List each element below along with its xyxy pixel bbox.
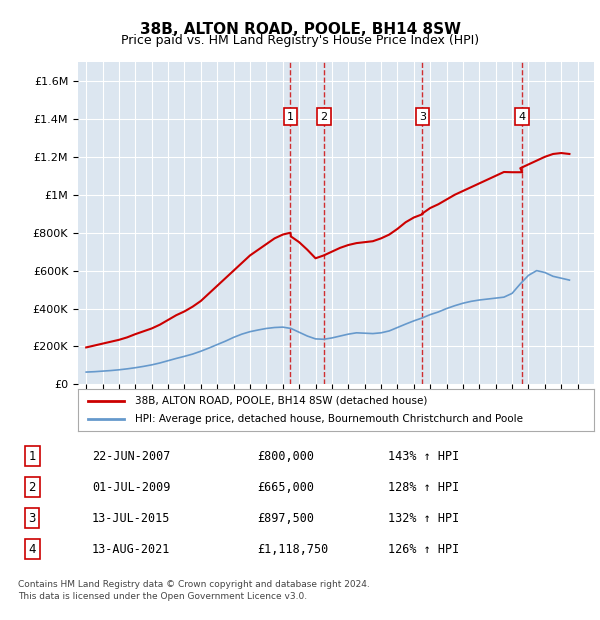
Text: 13-AUG-2021: 13-AUG-2021 <box>92 543 170 556</box>
Text: 01-JUL-2009: 01-JUL-2009 <box>92 481 170 494</box>
Text: 132% ↑ HPI: 132% ↑ HPI <box>389 512 460 525</box>
Text: 38B, ALTON ROAD, POOLE, BH14 8SW: 38B, ALTON ROAD, POOLE, BH14 8SW <box>139 22 461 37</box>
Text: 4: 4 <box>518 112 526 122</box>
Text: 2: 2 <box>320 112 327 122</box>
Text: 4: 4 <box>29 543 36 556</box>
Text: 3: 3 <box>419 112 426 122</box>
Text: 22-JUN-2007: 22-JUN-2007 <box>92 450 170 463</box>
Text: £897,500: £897,500 <box>257 512 314 525</box>
Text: £800,000: £800,000 <box>257 450 314 463</box>
Text: 1: 1 <box>287 112 294 122</box>
Text: 13-JUL-2015: 13-JUL-2015 <box>92 512 170 525</box>
Text: 143% ↑ HPI: 143% ↑ HPI <box>389 450 460 463</box>
Text: This data is licensed under the Open Government Licence v3.0.: This data is licensed under the Open Gov… <box>18 592 307 601</box>
Text: 2: 2 <box>29 481 36 494</box>
Text: £665,000: £665,000 <box>257 481 314 494</box>
Text: Contains HM Land Registry data © Crown copyright and database right 2024.: Contains HM Land Registry data © Crown c… <box>18 580 370 589</box>
Text: 126% ↑ HPI: 126% ↑ HPI <box>389 543 460 556</box>
Text: 38B, ALTON ROAD, POOLE, BH14 8SW (detached house): 38B, ALTON ROAD, POOLE, BH14 8SW (detach… <box>135 396 427 405</box>
Text: 1: 1 <box>29 450 36 463</box>
Text: 3: 3 <box>29 512 36 525</box>
Text: Price paid vs. HM Land Registry's House Price Index (HPI): Price paid vs. HM Land Registry's House … <box>121 34 479 47</box>
Text: 128% ↑ HPI: 128% ↑ HPI <box>389 481 460 494</box>
Text: £1,118,750: £1,118,750 <box>257 543 329 556</box>
Text: HPI: Average price, detached house, Bournemouth Christchurch and Poole: HPI: Average price, detached house, Bour… <box>135 414 523 424</box>
